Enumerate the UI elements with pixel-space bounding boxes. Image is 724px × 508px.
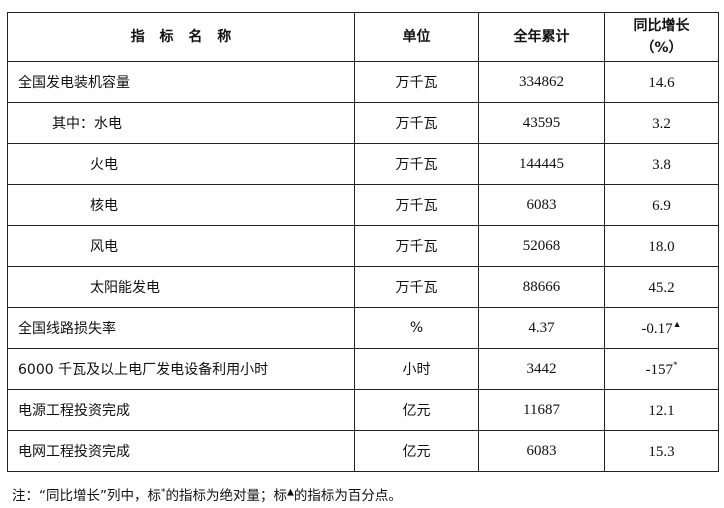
unit-cell: % bbox=[354, 307, 479, 349]
growth-mark: ▲ bbox=[672, 318, 682, 329]
header-row: 指 标 名 称 单位 全年累计 同比增长 （%） bbox=[7, 12, 719, 62]
total-cell: 52068 bbox=[478, 225, 605, 267]
growth-cell: 6.9 bbox=[604, 184, 719, 226]
growth-mark: * bbox=[673, 359, 678, 370]
unit-cell: 亿元 bbox=[354, 389, 479, 431]
header-growth-line1: 同比增长 bbox=[633, 18, 690, 34]
total-cell: 6083 bbox=[478, 430, 605, 472]
unit-cell: 万千瓦 bbox=[354, 61, 479, 103]
indicator-name: 其中：水电 bbox=[7, 102, 355, 144]
growth-value: 12.1 bbox=[648, 402, 675, 419]
growth-value: 18.0 bbox=[648, 238, 675, 255]
growth-value: 14.6 bbox=[648, 74, 675, 91]
table-row: 太阳能发电 万千瓦 88666 45.2 bbox=[7, 266, 719, 308]
header-growth: 同比增长 （%） bbox=[604, 12, 719, 62]
note-text-c: 的指标为百分点。 bbox=[293, 488, 402, 504]
header-unit: 单位 bbox=[354, 12, 479, 62]
growth-cell: -0.17▲ bbox=[604, 307, 719, 349]
total-cell: 334862 bbox=[478, 61, 605, 103]
table-row: 风电 万千瓦 52068 18.0 bbox=[7, 225, 719, 267]
unit-cell: 万千瓦 bbox=[354, 184, 479, 226]
growth-value: 3.2 bbox=[652, 115, 671, 132]
note-star: * bbox=[161, 487, 166, 498]
growth-cell: 15.3 bbox=[604, 430, 719, 472]
growth-cell: 18.0 bbox=[604, 225, 719, 267]
statistics-table: 指 标 名 称 单位 全年累计 同比增长 （%） 全国发电装机容量 万千瓦 33486… bbox=[7, 12, 719, 472]
unit-cell: 亿元 bbox=[354, 430, 479, 472]
table-row: 核电 万千瓦 6083 6.9 bbox=[7, 184, 719, 226]
total-cell: 11687 bbox=[478, 389, 605, 431]
growth-cell: 3.8 bbox=[604, 143, 719, 185]
table-row: 6000 千瓦及以上电厂发电设备利用小时 小时 3442 -157* bbox=[7, 348, 719, 390]
table-row: 火电 万千瓦 144445 3.8 bbox=[7, 143, 719, 185]
table-row: 全国发电装机容量 万千瓦 334862 14.6 bbox=[7, 61, 719, 103]
indicator-name: 全国发电装机容量 bbox=[7, 61, 355, 103]
growth-value: 6.9 bbox=[652, 197, 671, 214]
indicator-name: 风电 bbox=[7, 225, 355, 267]
total-cell: 6083 bbox=[478, 184, 605, 226]
header-name: 指 标 名 称 bbox=[7, 12, 355, 62]
growth-cell: 14.6 bbox=[604, 61, 719, 103]
total-cell: 43595 bbox=[478, 102, 605, 144]
growth-value: 15.3 bbox=[648, 443, 675, 460]
unit-cell: 万千瓦 bbox=[354, 225, 479, 267]
table-row: 其中：水电 万千瓦 43595 3.2 bbox=[7, 102, 719, 144]
table-row: 全国线路损失率% 4.37 -0.17▲ bbox=[7, 307, 719, 349]
indicator-name: 6000 千瓦及以上电厂发电设备利用小时 bbox=[7, 348, 355, 390]
growth-value: 45.2 bbox=[648, 279, 675, 296]
unit-cell: 万千瓦 bbox=[354, 143, 479, 185]
total-cell: 3442 bbox=[478, 348, 605, 390]
indicator-name: 全国线路损失率 bbox=[7, 307, 355, 349]
growth-cell: -157* bbox=[604, 348, 719, 390]
total-cell: 144445 bbox=[478, 143, 605, 185]
note-text-b: 的指标为绝对量；标 bbox=[165, 488, 288, 504]
indicator-name: 电源工程投资完成 bbox=[7, 389, 355, 431]
footnote: 注：“同比增长”列中，标*的指标为绝对量；标▲的指标为百分点。 bbox=[12, 484, 402, 505]
indicator-name: 太阳能发电 bbox=[7, 266, 355, 308]
unit-cell: 万千瓦 bbox=[354, 266, 479, 308]
growth-cell: 3.2 bbox=[604, 102, 719, 144]
growth-value: -157 bbox=[645, 361, 674, 378]
table-row: 电源工程投资完成 亿元 11687 12.1 bbox=[7, 389, 719, 431]
table-row: 电网工程投资完成 亿元 6083 15.3 bbox=[7, 430, 719, 472]
note-triangle: ▲ bbox=[287, 487, 294, 498]
header-total: 全年累计 bbox=[478, 12, 605, 62]
indicator-name: 火电 bbox=[7, 143, 355, 185]
growth-cell: 12.1 bbox=[604, 389, 719, 431]
growth-value: 3.8 bbox=[652, 156, 671, 173]
unit-cell: 万千瓦 bbox=[354, 102, 479, 144]
total-cell: 4.37 bbox=[478, 307, 605, 349]
unit-cell: 小时 bbox=[354, 348, 479, 390]
total-cell: 88666 bbox=[478, 266, 605, 308]
growth-cell: 45.2 bbox=[604, 266, 719, 308]
indicator-name: 核电 bbox=[7, 184, 355, 226]
header-growth-line2: （%） bbox=[640, 40, 683, 56]
growth-value: -0.17 bbox=[641, 320, 673, 337]
note-text-a: 注：“同比增长”列中，标 bbox=[12, 488, 161, 504]
indicator-name: 电网工程投资完成 bbox=[7, 430, 355, 472]
